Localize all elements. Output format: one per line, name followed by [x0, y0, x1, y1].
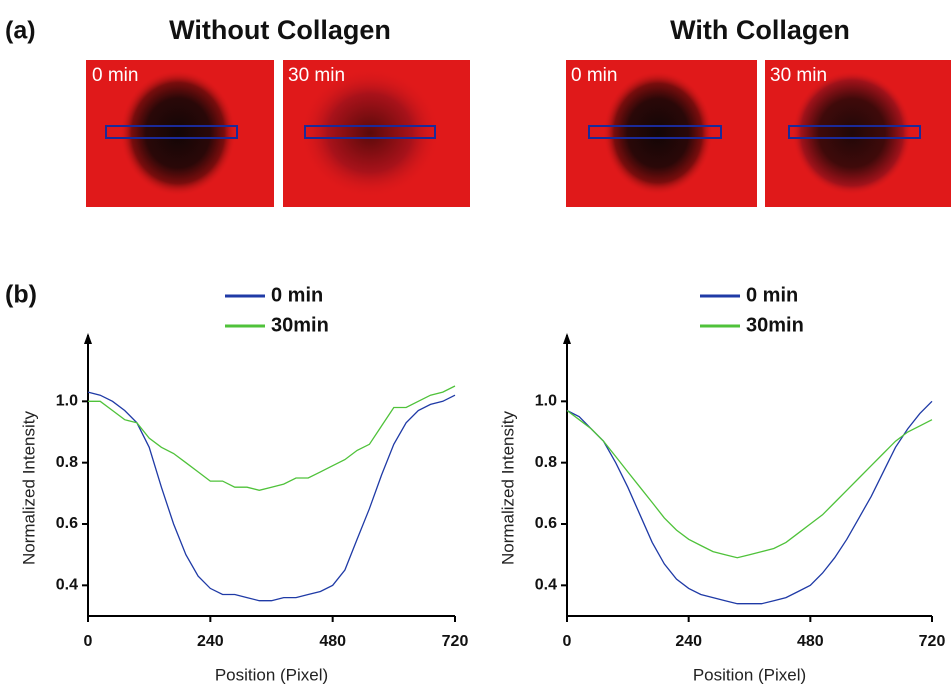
y-tick-label: 0.8 [535, 454, 557, 471]
y-tick-label: 1.0 [535, 393, 557, 410]
legend-label: 0 min [746, 284, 798, 306]
x-axis-label: Position (Pixel) [693, 665, 806, 684]
axis-arrow [563, 333, 571, 344]
x-tick-label: 240 [197, 633, 224, 650]
data-line [566, 409, 933, 559]
x-axis-label: Position (Pixel) [215, 665, 328, 684]
y-tick-label: 0.6 [535, 515, 557, 532]
time-label: 0 min [571, 65, 617, 86]
panel-label: (b) [5, 281, 37, 309]
micrograph: 0 min [566, 60, 757, 207]
micrograph: 0 min [86, 60, 274, 207]
y-tick-label: 0.6 [56, 515, 78, 532]
legend-label: 30min [271, 314, 329, 336]
x-tick-label: 480 [797, 633, 824, 650]
y-tick-label: 0.8 [56, 454, 78, 471]
y-tick-label: 0.4 [535, 577, 557, 594]
y-tick-label: 1.0 [56, 393, 78, 410]
time-label: 0 min [92, 65, 138, 86]
x-tick-label: 480 [319, 633, 346, 650]
legend-label: 30min [746, 314, 804, 336]
column-title: Without Collagen [169, 15, 391, 45]
y-tick-label: 0.4 [56, 577, 78, 594]
data-line [566, 400, 933, 605]
x-tick-label: 720 [442, 633, 469, 650]
y-axis-label: Normalized Intensity [498, 411, 517, 566]
column-title: With Collagen [670, 15, 850, 45]
axis-arrow [84, 333, 92, 344]
micrograph: 30 min [765, 60, 951, 207]
x-tick-label: 240 [675, 633, 702, 650]
x-tick-label: 720 [919, 633, 946, 650]
x-tick-label: 0 [563, 633, 572, 650]
x-tick-label: 0 [84, 633, 93, 650]
time-label: 30 min [288, 65, 345, 86]
time-label: 30 min [770, 65, 827, 86]
legend-label: 0 min [271, 284, 323, 306]
data-line [87, 391, 456, 602]
y-axis-label: Normalized Intensity [19, 411, 38, 566]
panel-label: (a) [5, 17, 36, 45]
data-line [88, 385, 456, 491]
micrograph: 30 min [283, 60, 470, 207]
